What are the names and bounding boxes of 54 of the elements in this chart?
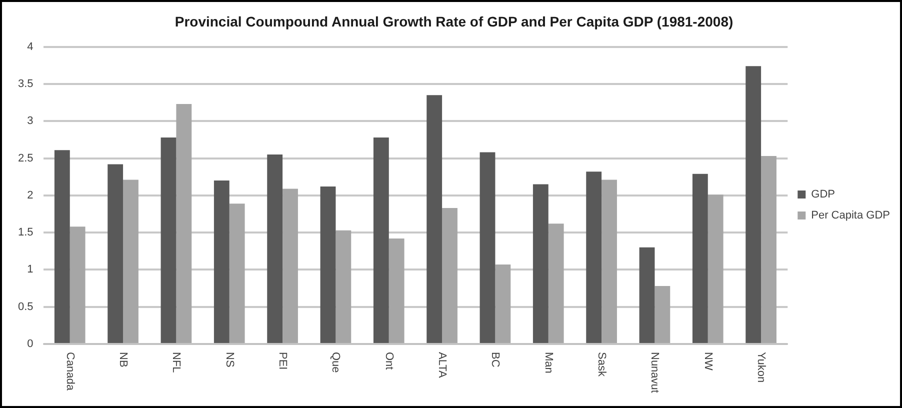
y-tick-label: 0.5 bbox=[18, 300, 34, 313]
bar bbox=[70, 226, 86, 343]
x-tick-label: Man bbox=[542, 352, 554, 374]
bar bbox=[108, 164, 124, 343]
bar bbox=[176, 104, 192, 343]
bar bbox=[426, 95, 442, 343]
bar bbox=[442, 208, 458, 343]
bar bbox=[586, 172, 602, 343]
bar bbox=[495, 264, 511, 343]
bar bbox=[267, 154, 283, 343]
x-tick-label: NFL bbox=[170, 352, 182, 373]
y-tick-label: 1.5 bbox=[18, 226, 34, 239]
x-tick-label: PEI bbox=[276, 352, 289, 370]
x-tick-label: Canada bbox=[64, 352, 76, 392]
y-tick-label: 3 bbox=[27, 115, 34, 128]
x-tick-label: BC bbox=[489, 352, 502, 368]
bar bbox=[160, 137, 176, 343]
legend-label: GDP bbox=[811, 188, 835, 201]
y-tick-label: 2.5 bbox=[18, 152, 34, 164]
x-tick-label: Sask bbox=[596, 352, 608, 377]
x-tick-label: Que bbox=[330, 352, 342, 373]
bar bbox=[639, 247, 655, 343]
bar bbox=[388, 238, 404, 343]
x-tick-label: Nunavut bbox=[648, 352, 661, 393]
bar bbox=[214, 180, 230, 343]
bar bbox=[708, 194, 724, 343]
y-tick-label: 0 bbox=[27, 338, 34, 350]
bar bbox=[229, 204, 245, 343]
bar bbox=[123, 180, 138, 343]
y-tick-label: 2 bbox=[27, 189, 34, 202]
bar bbox=[336, 230, 352, 343]
x-tick-label: NS bbox=[223, 352, 236, 368]
bar bbox=[532, 184, 548, 343]
bar bbox=[480, 152, 496, 343]
bar bbox=[761, 156, 776, 343]
y-tick-label: 1 bbox=[27, 264, 34, 276]
x-tick-label: Yukon bbox=[755, 352, 768, 383]
bar bbox=[320, 186, 336, 343]
chart-title: Provincial Coumpound Annual Growth Rate of GDP and Per Capita GDP (1981-2008) bbox=[174, 13, 734, 30]
x-tick-label: ALTA bbox=[436, 352, 448, 379]
bar bbox=[54, 150, 70, 343]
bar bbox=[692, 174, 708, 343]
x-tick-label: NW bbox=[702, 352, 714, 371]
x-tick-label: NB bbox=[117, 352, 130, 368]
bar bbox=[746, 66, 762, 343]
x-tick-label: Ont bbox=[382, 352, 395, 370]
bar bbox=[548, 224, 564, 343]
legend-label: Per Capita GDP bbox=[811, 210, 890, 222]
bar bbox=[602, 180, 617, 343]
bar bbox=[373, 137, 389, 343]
y-tick-label: 3.5 bbox=[18, 78, 34, 90]
bar bbox=[282, 188, 298, 343]
bar bbox=[654, 286, 670, 343]
y-tick-label: 4 bbox=[27, 40, 34, 53]
